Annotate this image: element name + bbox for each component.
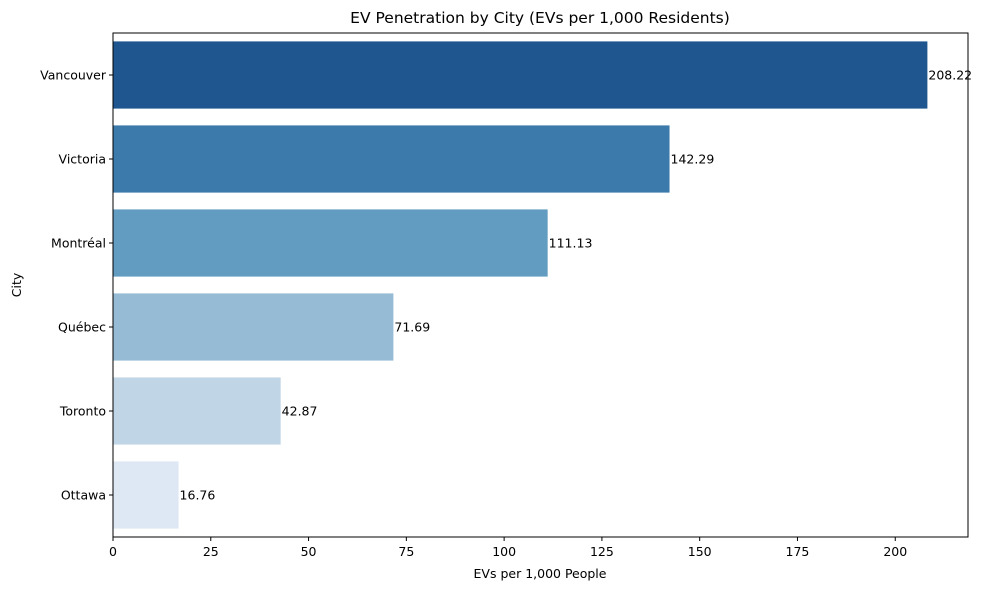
y-tick-label-montreal: Montréal bbox=[51, 236, 106, 251]
bar-victoria bbox=[113, 125, 670, 193]
y-axis-ticks: Vancouver Victoria Montréal Québec Toronto Ot… bbox=[40, 68, 113, 503]
x-tick-label-0: 0 bbox=[109, 544, 117, 559]
x-tick-label-75: 75 bbox=[398, 544, 414, 559]
bar-montreal bbox=[113, 209, 548, 277]
bar-ottawa bbox=[113, 461, 179, 529]
bar-toronto bbox=[113, 377, 281, 445]
x-tick-label-175: 175 bbox=[786, 544, 810, 559]
x-tick-label-150: 150 bbox=[688, 544, 712, 559]
y-tick-label-ottawa: Ottawa bbox=[61, 488, 106, 503]
bar-vancouver bbox=[113, 41, 928, 109]
x-axis-title: EVs per 1,000 People bbox=[474, 566, 607, 581]
x-tick-label-50: 50 bbox=[301, 544, 317, 559]
plot-frame bbox=[112, 32, 969, 538]
y-tick-label-victoria: Victoria bbox=[59, 152, 106, 167]
y-axis-title: City bbox=[9, 272, 24, 297]
y-tick-label-quebec: Québec bbox=[58, 320, 106, 335]
bar-quebec bbox=[113, 293, 394, 361]
y-tick-label-toronto: Toronto bbox=[59, 404, 106, 419]
x-tick-label-200: 200 bbox=[883, 544, 907, 559]
y-tick-label-vancouver: Vancouver bbox=[40, 68, 107, 83]
data-label-toronto: 42.87 bbox=[282, 404, 318, 419]
chart-title: EV Penetration by City (EVs per 1,000 Re… bbox=[350, 9, 730, 27]
data-label-quebec: 71.69 bbox=[394, 320, 430, 335]
data-label-victoria: 142.29 bbox=[671, 152, 715, 167]
data-label-montreal: 111.13 bbox=[549, 236, 593, 251]
x-tick-label-100: 100 bbox=[492, 544, 516, 559]
x-tick-label-25: 25 bbox=[203, 544, 219, 559]
data-labels-group: 208.22 142.29 111.13 71.69 42.87 16.76 bbox=[180, 68, 973, 503]
data-label-vancouver: 208.22 bbox=[928, 68, 972, 83]
bars-group bbox=[113, 41, 928, 529]
x-tick-label-125: 125 bbox=[590, 544, 614, 559]
x-axis-ticks: 0 25 50 75 100 125 150 175 200 bbox=[109, 537, 907, 559]
data-label-ottawa: 16.76 bbox=[180, 488, 216, 503]
